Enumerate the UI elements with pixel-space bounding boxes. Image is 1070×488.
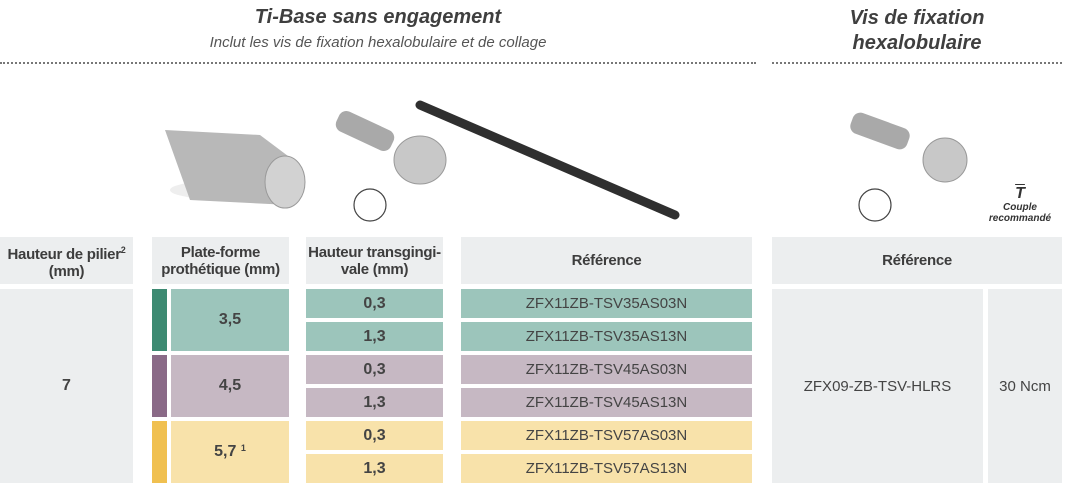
torque-label: Couple (1003, 202, 1037, 213)
gingival-cell: 0,3 (306, 421, 443, 450)
gingival-cell: 0,3 (306, 289, 443, 318)
torque-legend: T Couple recommandé (975, 185, 1065, 225)
footnote: 2 (120, 244, 126, 255)
reference-cell: ZFX11ZB-TSV57AS03N (461, 421, 752, 450)
ti-base-image (165, 130, 306, 209)
section-subtitle: Inclut les vis de fixation hexalobulaire… (209, 34, 547, 51)
header-text: prothétique (mm) (161, 260, 280, 278)
reference-cell: ZFX11ZB-TSV45AS13N (461, 388, 752, 417)
platform-value: 5,7 (214, 443, 237, 460)
gingival-cell: 0,3 (306, 355, 443, 384)
screw-image (850, 112, 968, 222)
platform-cell: 5,7 1 (171, 421, 289, 483)
torque-cell: 30 Ncm (988, 289, 1062, 483)
platform-cell: 3,5 (171, 289, 289, 351)
title-line: hexalobulaire (852, 32, 982, 54)
hexalobular-icon (353, 188, 387, 222)
color-marker-purple (152, 355, 167, 417)
footnote: 1 (240, 443, 246, 453)
divider (772, 62, 1062, 64)
header-abutment-height: Hauteur de pilier2 (mm) (0, 237, 133, 284)
header-text: (mm) (48, 262, 85, 280)
header-gingival-height: Hauteur transgingi- vale (mm) (306, 237, 443, 284)
header-text: Hauteur transgingi- (308, 243, 441, 261)
reference-cell: ZFX11ZB-TSV35AS13N (461, 322, 752, 351)
header-text: Plate-forme (180, 243, 261, 261)
screw-section-title: Vis de fixation hexalobulaire (772, 6, 1062, 56)
hexalobular-icon (858, 188, 892, 222)
torque-label: recommandé (988, 213, 1052, 224)
color-marker-yellow (152, 421, 167, 483)
title-line: Vis de fixation (849, 7, 985, 29)
platform-cell: 4,5 (171, 355, 289, 417)
gingival-cell: 1,3 (306, 454, 443, 483)
torque-icon: T (1015, 185, 1025, 202)
header-screw-reference: Référence (772, 237, 1062, 284)
header-text: Hauteur de pilier (7, 245, 122, 263)
reference-cell: ZFX11ZB-TSV35AS03N (461, 289, 752, 318)
header-platform: Plate-forme prothétique (mm) (152, 237, 289, 284)
header-text: vale (mm) (340, 260, 409, 278)
gingival-cell: 1,3 (306, 322, 443, 351)
bonding-screw-image (415, 100, 680, 220)
abutment-height-cell: 7 (0, 289, 133, 483)
hexalobular-screw-image (335, 110, 447, 222)
gingival-cell: 1,3 (306, 388, 443, 417)
divider (0, 62, 756, 64)
color-marker-teal (152, 289, 167, 351)
reference-cell: ZFX11ZB-TSV57AS13N (461, 454, 752, 483)
screw-reference-cell: ZFX09-ZB-TSV-HLRS (772, 289, 983, 483)
reference-cell: ZFX11ZB-TSV45AS03N (461, 355, 752, 384)
product-images (165, 100, 680, 222)
header-reference: Référence (461, 237, 752, 284)
section-title: Ti-Base sans engagement (254, 6, 502, 28)
